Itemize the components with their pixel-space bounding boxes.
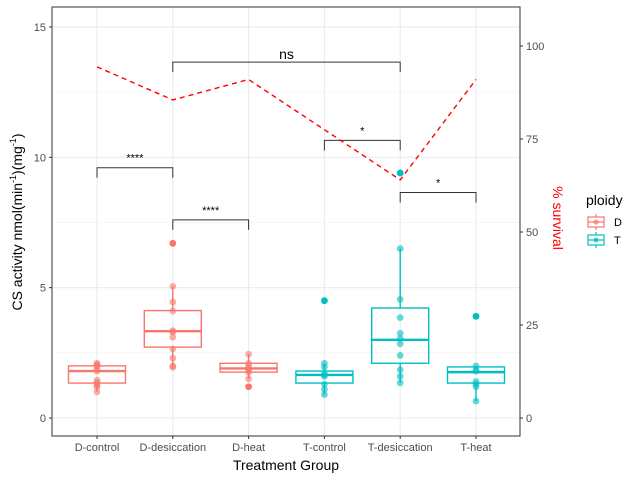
data-point [472,367,480,375]
legend-label: T [614,235,621,247]
x-tick-label: T-control [303,442,346,454]
data-point [169,328,177,336]
significance-label: **** [126,153,144,165]
axes: 0 5 10 15 0 25 50 75 100 D-control D-desiccation D-… [34,22,545,454]
data-point [321,380,328,388]
bracket-line [399,191,477,203]
boxplot-d-heat [219,350,278,391]
data-point [396,366,404,374]
bracket-line [172,219,250,230]
outlier-point [321,297,328,305]
x-axis-title: Treatment Group [233,457,339,473]
panel-border [51,6,521,437]
y2-tick-label: 75 [526,134,538,146]
y-tick-label: 15 [34,22,46,34]
data-point [245,375,253,383]
y-axis-title: CS activity nmol(min-1)(mg-1) [8,133,25,310]
legend-key-point [593,219,599,225]
outlier-point [169,239,177,247]
significance-label: * [436,177,441,189]
bracket-line [323,139,401,151]
data-point [396,335,404,342]
box [371,307,430,364]
x-tick-label: T-heat [460,442,491,454]
bracket-line [172,61,401,73]
boxplot-t-control [295,297,354,398]
boxplot-t-heat [446,312,506,405]
data-point [169,363,177,371]
y-tick-label: 10 [34,152,46,164]
y-tick-label: 5 [40,283,46,295]
survival-polyline [96,66,477,181]
data-point [169,298,177,306]
y2-tick-label: 100 [526,41,544,53]
data-point [245,350,253,358]
significance-brackets: **** **** ns * * [96,46,477,230]
boxplots [67,169,506,405]
y-tick-label: 0 [40,413,46,425]
boxplot-d-desiccation [143,239,203,371]
survival-line [96,66,477,181]
data-point [169,282,177,290]
data-point [396,340,404,348]
bracket-t-control-vs-t-desiccation: * [323,125,401,151]
significance-label: ns [279,46,294,62]
data-point [93,383,101,391]
bracket-line [96,167,174,178]
outlier-point [396,169,404,177]
x-tick-label: D-desiccation [139,442,206,454]
data-point [169,354,177,362]
legend-label: D [614,217,622,229]
data-point [396,379,404,387]
panel-background [52,7,520,436]
data-point [396,352,404,359]
x-tick-label: T-desiccation [368,442,433,454]
data-point [321,385,328,393]
y2-axis-title: % survival [550,186,566,250]
legend-title: ploidy [586,192,623,208]
y2-tick-label: 50 [526,227,538,239]
data-point [321,391,328,398]
data-point [396,245,404,252]
bracket-d-desiccation-vs-t-desiccation: ns [172,46,401,73]
data-point [396,372,404,380]
data-point [169,307,177,315]
data-point [321,372,328,380]
data-point [472,397,480,405]
data-point [93,388,101,396]
y2-tick-label: 25 [526,320,538,332]
data-point [396,329,404,337]
data-point [321,363,328,371]
data-point [93,367,101,375]
y2-tick-label: 0 [526,413,532,425]
boxplot-d-control [67,359,127,396]
boxplot-t-desiccation [371,169,430,387]
significance-label: **** [202,205,220,217]
data-point [396,314,404,322]
data-point [472,383,480,391]
outlier-point [245,383,253,391]
legend: ploidy DT [586,192,623,248]
legend-item-d: D [587,214,622,230]
data-point [169,345,177,353]
data-point [169,333,177,341]
legend-item-t: T [587,232,621,248]
data-point [396,295,404,303]
bracket-t-desiccation-vs-t-heat: * [399,177,477,203]
x-tick-label: D-heat [232,442,265,454]
significance-label: * [360,125,365,137]
data-point [245,368,253,376]
bracket-d-control-vs-d-desiccation: **** [96,153,174,178]
legend-key-point [593,237,599,243]
outlier-point [472,312,480,320]
bracket-d-desiccation-vs-d-heat: **** [172,205,250,230]
x-tick-label: D-control [75,442,120,454]
